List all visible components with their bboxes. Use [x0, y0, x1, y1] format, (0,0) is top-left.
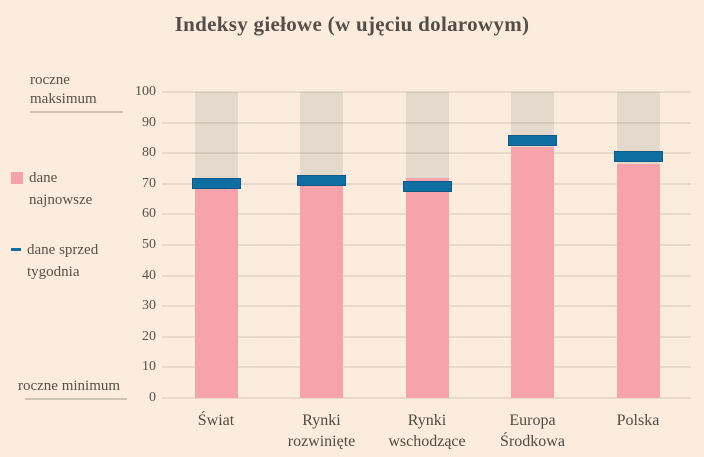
y-tick-label-40: 40 [142, 267, 156, 283]
x-axis-label-3: Rynki wschodzące [388, 412, 466, 450]
y-tick-label-70: 70 [142, 175, 156, 191]
week-ago-marker-5 [613, 150, 663, 162]
gridline-100 [162, 91, 691, 93]
week-ago-marker-3 [402, 181, 452, 193]
x-axis-labels: Świat Rynki rozwinięte Rynki wschodzące Europ… [162, 410, 691, 456]
x-axis-label-4: Europa Środkowa [500, 412, 565, 450]
gridline-90 [162, 121, 691, 124]
y-tick-label-80: 80 [142, 145, 156, 161]
legend-item-week-ago: dane sprzed tygodnia [11, 239, 131, 283]
y-tick-label-90: 90 [142, 114, 156, 130]
gridline-0 [162, 397, 691, 399]
plot-area [162, 91, 691, 399]
latest-bar-5 [616, 163, 660, 398]
y-tick-label-0: 0 [149, 390, 156, 405]
week-ago-marker-4 [508, 135, 557, 147]
y-tick-label-60: 60 [142, 206, 156, 222]
annotation-min-underline [25, 398, 127, 400]
week-ago-marker-2 [297, 175, 346, 187]
legend-latest-label: dane najnowsze [29, 170, 93, 208]
y-tick-label-30: 30 [142, 298, 156, 314]
y-tick-label-10: 10 [142, 359, 156, 375]
y-tick-label-20: 20 [142, 328, 156, 344]
week-ago-marker-1 [191, 178, 241, 190]
y-tick-label-100: 100 [135, 84, 156, 99]
legend-blue-dash-swatch [11, 248, 21, 251]
annotation-roczne-minimum: roczne minimum [18, 377, 133, 400]
legend-item-latest: dane najnowsze [11, 167, 131, 211]
annotation-min-label: roczne minimum [18, 378, 121, 394]
chart-title: Indeksy giełowe (w ujęciu dolarowym) [174, 12, 530, 36]
x-axis-label-1: Świat [197, 412, 235, 429]
y-tick-label-50: 50 [142, 237, 156, 252]
legend-pink-square-swatch [11, 172, 23, 184]
annotation-roczne-maksimum: roczne maksimum [30, 71, 140, 113]
latest-bar-4 [511, 147, 554, 398]
legend-week-ago-label: dane sprzed tygodnia [27, 242, 99, 280]
annotation-max-underline [30, 111, 123, 113]
annotation-max-label: roczne maksimum [30, 72, 97, 107]
x-axis-label-5: Polska [616, 412, 660, 429]
latest-bar-1 [194, 177, 238, 398]
gridline-80 [162, 152, 691, 155]
x-axis-label-2: Rynki rozwinięte [287, 412, 356, 450]
latest-bar-3 [405, 177, 449, 398]
y-axis-tick-labels: 0 10 20 30 40 50 60 70 80 90 100 [100, 84, 156, 405]
latest-bar-2 [300, 183, 343, 398]
